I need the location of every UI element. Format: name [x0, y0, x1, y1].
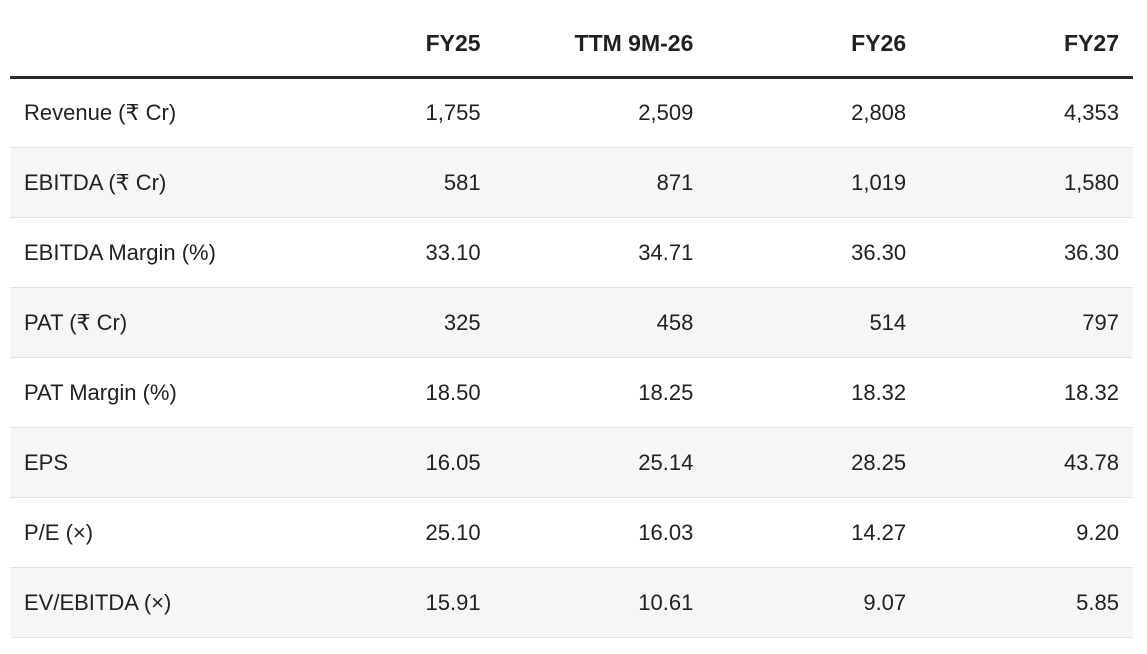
cell-value: 1,580	[1063, 169, 1119, 195]
row-label-ev-ebitda: EV/EBITDA (×)	[24, 589, 172, 615]
cell-value: 25.14	[638, 449, 694, 475]
row-label-ebitda-margin: EBITDA Margin (%)	[24, 239, 216, 265]
cell-value: 36.30	[1063, 239, 1119, 265]
cell-value: 871	[656, 169, 694, 195]
cell-value: 10.61	[638, 589, 694, 615]
cell-value: 18.32	[851, 379, 907, 405]
col-header-fy27: FY27	[920, 20, 1133, 79]
row-label-pat-margin: PAT Margin (%)	[24, 379, 177, 405]
financials-table-container: FY25 TTM 9M-26 FY26 FY27 Revenue (₹ Cr) …	[10, 20, 1133, 638]
cell-value: 15.91	[425, 589, 481, 615]
table-row-pat-margin: PAT Margin (%) 18.50 18.25 18.32 18.32	[10, 357, 1133, 428]
cell-value: 9.20	[1076, 519, 1119, 545]
cell-value: 34.71	[638, 239, 694, 265]
cell-value: 16.03	[638, 519, 694, 545]
table-row-ebitda: EBITDA (₹ Cr) 581 871 1,019 1,580	[10, 147, 1133, 218]
cell-value: 514	[869, 309, 907, 335]
col-header-metric	[10, 20, 282, 79]
cell-value: 18.25	[638, 379, 694, 405]
cell-value: 4,353	[1063, 100, 1119, 125]
table-row-pat: PAT (₹ Cr) 325 458 514 797	[10, 287, 1133, 358]
header-row: FY25 TTM 9M-26 FY26 FY27	[10, 20, 1133, 79]
table-row-eps: EPS 16.05 25.14 28.25 43.78	[10, 427, 1133, 498]
cell-value: 1,755	[425, 100, 481, 125]
table-row-ebitda-margin: EBITDA Margin (%) 33.10 34.71 36.30 36.3…	[10, 217, 1133, 288]
financials-table: FY25 TTM 9M-26 FY26 FY27 Revenue (₹ Cr) …	[10, 20, 1133, 638]
cell-value: 1,019	[851, 169, 907, 195]
cell-value: 18.50	[425, 379, 481, 405]
col-header-fy25: FY25	[281, 20, 495, 79]
cell-value: 458	[656, 309, 694, 335]
table-row-ev-ebitda: EV/EBITDA (×) 15.91 10.61 9.07 5.85	[10, 567, 1133, 638]
row-label-eps: EPS	[24, 449, 69, 475]
cell-value: 5.85	[1076, 589, 1119, 615]
cell-value: 2,808	[851, 100, 907, 125]
cell-value: 14.27	[851, 519, 907, 545]
col-header-ttm-9m-26: TTM 9M-26	[494, 20, 708, 79]
row-label-ebitda: EBITDA (₹ Cr)	[24, 169, 167, 195]
table-row-pe: P/E (×) 25.10 16.03 14.27 9.20	[10, 497, 1133, 568]
row-label-pat: PAT (₹ Cr)	[24, 309, 128, 335]
cell-value: 43.78	[1063, 449, 1119, 475]
cell-value: 16.05	[425, 449, 481, 475]
cell-value: 2,509	[638, 100, 694, 125]
table-row-revenue: Revenue (₹ Cr) 1,755 2,509 2,808 4,353	[10, 78, 1133, 148]
cell-value: 25.10	[425, 519, 481, 545]
cell-value: 9.07	[863, 589, 907, 615]
cell-value: 18.32	[1063, 379, 1119, 405]
cell-value: 581	[443, 169, 481, 195]
cell-value: 36.30	[851, 239, 907, 265]
cell-value: 797	[1082, 309, 1119, 335]
row-label-pe: P/E (×)	[24, 519, 94, 545]
cell-value: 33.10	[425, 239, 481, 265]
row-label-revenue: Revenue (₹ Cr)	[24, 100, 177, 125]
cell-value: 28.25	[851, 449, 907, 475]
cell-value: 325	[443, 309, 481, 335]
col-header-fy26: FY26	[707, 20, 921, 79]
